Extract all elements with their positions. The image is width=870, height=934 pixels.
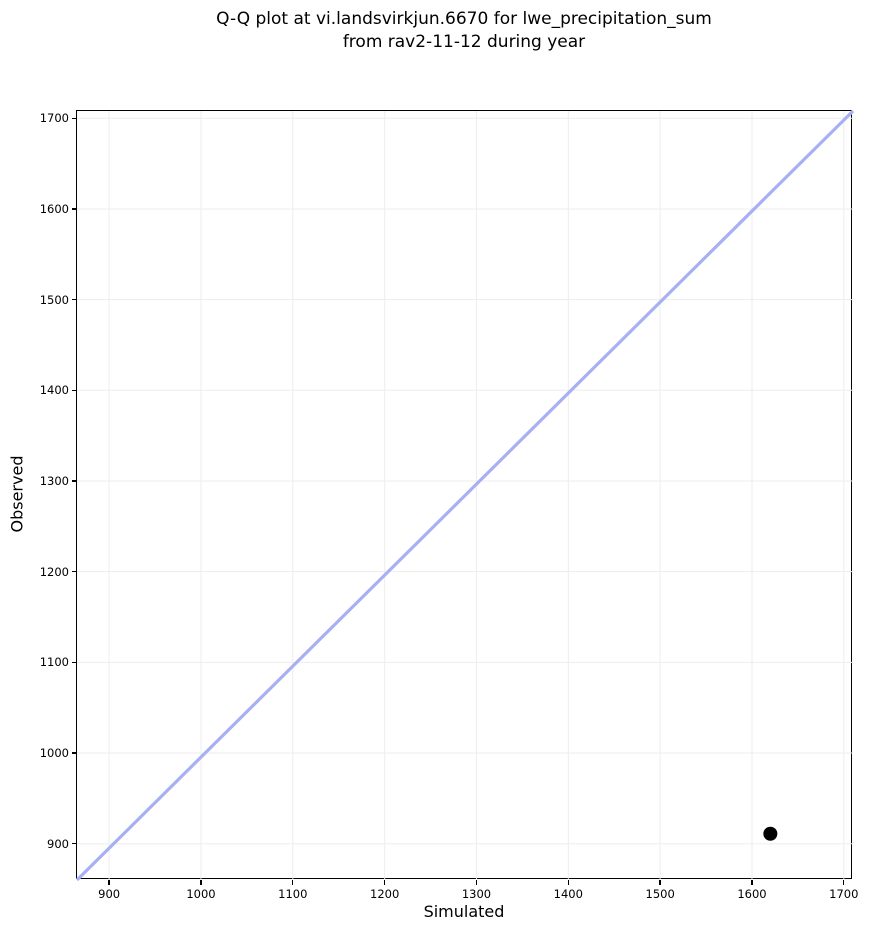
y-tick-mark — [72, 389, 77, 391]
y-tick-mark — [72, 843, 77, 845]
y-tick-mark — [72, 480, 77, 482]
x-tick-label: 1000 — [186, 887, 216, 901]
y-tick-mark — [72, 117, 77, 119]
y-tick-label: 1000 — [39, 746, 69, 761]
y-tick-mark — [72, 571, 77, 573]
x-tick-mark — [200, 880, 202, 885]
y-tick-label: 1300 — [39, 473, 69, 488]
y-tick-mark — [72, 208, 77, 210]
x-tick-label: 900 — [98, 887, 121, 901]
x-tick-mark — [383, 880, 386, 885]
x-tick-mark — [292, 880, 294, 885]
y-tick-label: 1500 — [39, 292, 69, 307]
y-tick-mark — [72, 298, 77, 301]
x-tick-mark — [659, 880, 661, 885]
x-tick-mark — [843, 880, 845, 885]
x-tick-label: 1600 — [737, 887, 767, 901]
y-tick-label: 1200 — [39, 564, 69, 579]
x-tick-label: 1200 — [370, 887, 400, 901]
y-tick-label: 900 — [47, 836, 69, 851]
plot-area: 900 1000 1100 1200 1300 1400 1500 1600 1700 900 10… — [40, 109, 858, 901]
plot-canvas — [75, 109, 855, 882]
x-tick-mark — [751, 880, 753, 885]
x-axis-label: Simulated — [423, 902, 505, 921]
reference-line — [75, 109, 855, 882]
y-tick-mark — [72, 661, 77, 663]
x-tick-label: 1500 — [645, 887, 675, 901]
y-tick-label: 1600 — [39, 201, 69, 216]
x-tick-label: 1100 — [278, 887, 308, 901]
x-tick-mark — [108, 880, 110, 885]
chart-title-line-1: Q-Q plot at vi.landsvirkjun.6670 for lwe… — [216, 9, 712, 29]
x-tick-mark — [475, 880, 478, 885]
data-point — [763, 826, 778, 841]
x-tick-label: 1300 — [461, 887, 492, 901]
x-tick-label: 1400 — [553, 887, 583, 901]
chart-title: Q-Q plot at vi.landsvirkjun.6670 for lwe… — [76, 8, 852, 54]
x-tick-label: 1700 — [829, 887, 859, 901]
y-tick-label: 1100 — [39, 655, 69, 670]
y-axis-label: Observed — [7, 455, 27, 533]
x-tick-mark — [567, 880, 569, 885]
y-tick-mark — [72, 752, 77, 754]
y-tick-label: 1700 — [39, 111, 69, 126]
chart-title-line-2: from rav2-11-12 during year — [342, 32, 586, 52]
y-tick-label: 1400 — [39, 383, 69, 398]
